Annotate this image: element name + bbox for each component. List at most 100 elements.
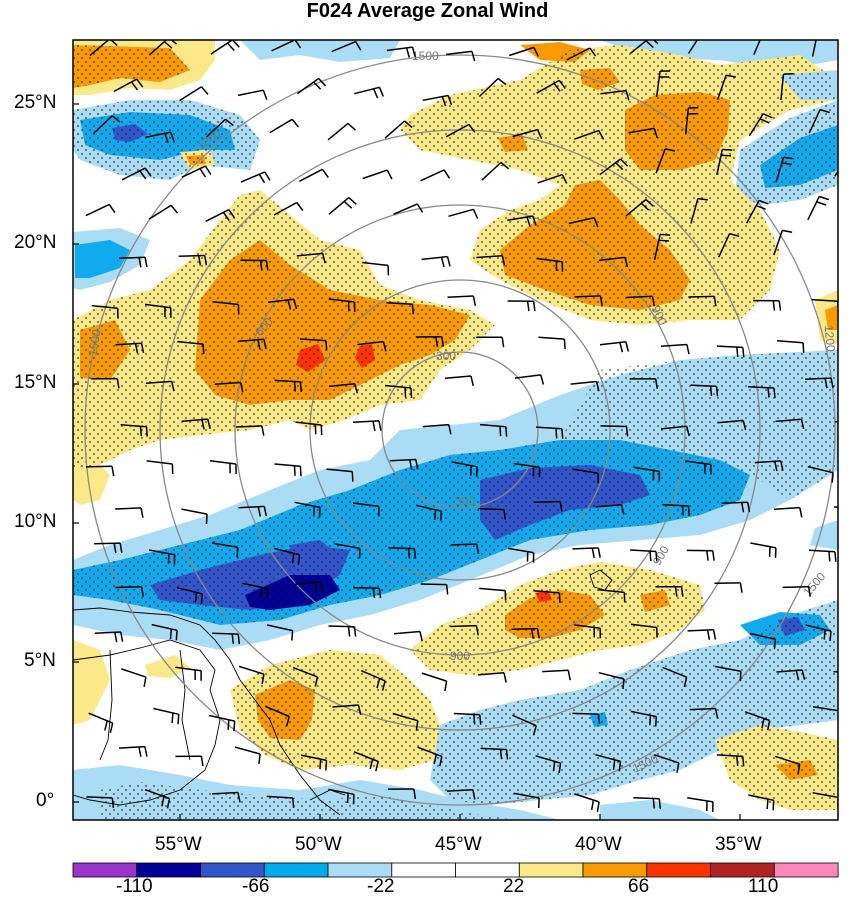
wind-barb [205, 118, 234, 138]
colorbar-box [646, 862, 711, 878]
wind-barb [352, 420, 382, 432]
coastline [73, 569, 613, 816]
wind-barb [326, 468, 354, 482]
lon-label-45w: 45°W [435, 834, 482, 855]
wind-barb [570, 380, 600, 392]
ring-label-1200-east: 1200 [822, 324, 838, 352]
wind-barb [296, 252, 326, 264]
wind-barb [205, 209, 236, 223]
wind-barb [478, 507, 506, 520]
region-blue-top [240, 40, 400, 62]
wind-barb [478, 77, 507, 98]
wind-barb [353, 586, 382, 599]
wind-barb [422, 423, 452, 435]
wind-barb [422, 94, 453, 107]
wind-barb [507, 547, 535, 563]
wind-barb [274, 379, 303, 392]
wind-barb [415, 504, 443, 522]
wind-barb [600, 425, 629, 437]
wind-barbs [85, 40, 855, 812]
wind-barb [479, 587, 507, 601]
wind-barb [295, 421, 323, 436]
colorbar-box [72, 862, 138, 878]
lat-label-20n: 20°N [14, 232, 57, 253]
wind-barb [450, 543, 480, 555]
wind-barb [214, 381, 244, 393]
wind-barb [145, 380, 175, 392]
wind-barb [572, 712, 601, 725]
wind-barb [240, 259, 269, 271]
wind-barb [94, 631, 124, 643]
wind-barb [386, 302, 415, 315]
wind-barb [328, 625, 357, 637]
wind-barb [415, 335, 445, 347]
wind-barb [119, 256, 148, 268]
wind-barb [362, 169, 393, 180]
wind-barb [660, 425, 690, 437]
wind-barb [181, 508, 208, 525]
wind-barb [209, 714, 236, 732]
wind-barb [269, 118, 300, 134]
lon-label-35w: 35°W [715, 834, 762, 855]
wind-barb [507, 215, 537, 227]
wind-barb [121, 167, 152, 181]
wind-barb [805, 624, 832, 642]
wind-barb [388, 547, 417, 559]
wind-barb [178, 254, 208, 266]
wind-barb [687, 628, 717, 640]
wind-barb [807, 195, 830, 221]
wind-barb [513, 792, 540, 809]
colorbar-box [263, 862, 329, 878]
wind-barb [716, 345, 745, 358]
colorbar-box [391, 862, 456, 878]
wind-barb [148, 549, 176, 565]
lat-ticks [73, 103, 741, 820]
ring-600 [309, 279, 611, 581]
wind-barb [718, 232, 740, 258]
wind-barb [327, 122, 356, 141]
wind-barb [421, 672, 448, 692]
wind-barb [242, 582, 269, 599]
wind-barb [360, 670, 386, 691]
wind-barb [716, 754, 745, 767]
wind-barb [805, 377, 834, 389]
wind-barb [630, 549, 658, 562]
wind-barb [747, 386, 776, 398]
wind-barb [481, 161, 510, 181]
wind-barb [448, 208, 479, 219]
wind-barb [115, 585, 144, 597]
colorbar-box [455, 862, 520, 878]
wind-barb [88, 712, 114, 733]
wind-barb [267, 624, 294, 641]
wind-barb [748, 794, 775, 811]
wind-barb [574, 793, 600, 812]
wind-barb [773, 506, 803, 518]
colorbar-box [136, 862, 202, 878]
wind-barb [445, 375, 474, 386]
wind-barb [775, 156, 794, 183]
wind-barb [714, 582, 743, 593]
wind-barb [773, 229, 793, 256]
ring-label-1500-west: 1500 [85, 328, 103, 357]
wind-barb [328, 298, 356, 313]
wind-barb [113, 78, 144, 93]
wind-barb [266, 795, 295, 808]
wind-barb [745, 199, 769, 224]
wind-barb [271, 40, 302, 52]
wind-barb [744, 711, 771, 731]
wind-barb [210, 460, 237, 475]
wind-barb [839, 231, 855, 256]
wind-barb [838, 751, 855, 770]
wind-barb [273, 201, 304, 216]
wind-barb [265, 705, 290, 727]
wind-barb [420, 169, 451, 182]
wind-barb [716, 148, 733, 175]
wind-barb [451, 461, 478, 477]
wind-barb [537, 173, 568, 184]
wind-barb [210, 40, 240, 55]
lat-label-25n: 25°N [14, 92, 57, 113]
wind-barb [780, 72, 794, 101]
wind-barb [775, 418, 805, 430]
plot-frame [72, 39, 839, 821]
